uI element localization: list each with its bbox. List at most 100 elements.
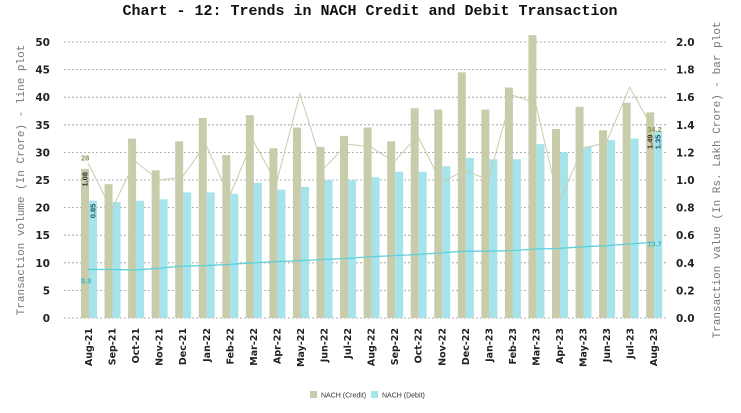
- x-tick-label: Jun-22: [320, 328, 331, 363]
- x-tick-label: May-23: [579, 328, 590, 367]
- y-axis-left-label: Transaction volume (In Crore) - line plo…: [16, 45, 28, 316]
- bar-debit: [183, 192, 192, 318]
- y-right-tick-label: 1.0: [676, 175, 695, 187]
- legend-swatch-debit: [371, 391, 378, 398]
- bar-debit: [89, 200, 97, 318]
- x-tick-label: Oct-21: [131, 328, 142, 363]
- x-tick-label: Apr-23: [555, 328, 566, 364]
- x-tick-label: Nov-22: [437, 328, 448, 366]
- legend: NACH (Credit) NACH (Debit): [310, 391, 425, 400]
- x-tick-label: Mar-22: [249, 328, 260, 366]
- bar-debit: [583, 146, 592, 318]
- x-tick-label: Jul-22: [343, 328, 354, 360]
- bar-credit: [316, 146, 325, 318]
- bar-debit: [371, 177, 380, 318]
- bar-debit: [607, 139, 616, 318]
- bar-debit: [536, 144, 545, 318]
- bar-credit: [269, 148, 278, 318]
- y-right-tick-label: 0.2: [676, 285, 695, 297]
- x-tick-label: Nov-21: [155, 328, 166, 366]
- bar-credit: [81, 168, 89, 318]
- legend-label-debit: NACH (Debit): [382, 393, 425, 400]
- y-right-tick-label: 2.0: [676, 37, 695, 49]
- x-tick-label: Jun-23: [602, 328, 613, 363]
- x-tick-label: Jan-22: [202, 328, 213, 363]
- bar-credit: [504, 87, 513, 318]
- bar-credit: [599, 130, 608, 318]
- bar-debit: [442, 166, 451, 318]
- y-left-tick-label: 10: [35, 258, 50, 270]
- y-right-tick-label: 0.6: [676, 230, 695, 242]
- x-tick-label: Sep-22: [390, 328, 401, 365]
- bar-debit: [418, 171, 427, 318]
- x-tick-label: Apr-22: [272, 328, 283, 364]
- bar-debit: [206, 192, 215, 318]
- credit-bar-label-first: 1.08: [81, 172, 90, 187]
- x-tick-label: Jul-23: [626, 328, 637, 360]
- bar-credit: [222, 155, 231, 318]
- bar-credit: [552, 128, 560, 318]
- credit-bar-label-last: 1.49: [646, 134, 655, 149]
- line-credit-volume: [87, 86, 654, 211]
- bar-debit: [348, 180, 357, 318]
- bar-debit: [512, 159, 521, 318]
- bar-debit: [277, 189, 286, 318]
- bar-debit: [395, 171, 404, 318]
- bar-debit: [136, 200, 145, 318]
- x-tick-label: Aug-23: [649, 328, 660, 366]
- legend-label-credit: NACH (Credit): [321, 393, 366, 400]
- bar-credit: [104, 184, 113, 318]
- x-tick-label: May-22: [296, 328, 307, 367]
- bar-credit: [410, 108, 419, 319]
- debit-bar-label-first: 0.85: [89, 204, 98, 219]
- bar-debit: [489, 159, 498, 318]
- bar-credit: [175, 141, 184, 318]
- y-right-tick-label: 1.4: [676, 120, 695, 132]
- y-left-tick-label: 0: [43, 313, 50, 325]
- bar-debit: [112, 202, 121, 318]
- credit-line-label-last: 34.2: [647, 125, 662, 134]
- y-axis-right-label: Transaction value (In Rs. Lakh Crore) - …: [712, 22, 724, 339]
- x-tick-label: Aug-21: [84, 328, 95, 366]
- bar-debit: [300, 186, 309, 318]
- bar-credit: [128, 138, 137, 318]
- line-debit-volume: [88, 241, 654, 271]
- y-right-tick-label: 1.6: [676, 92, 695, 104]
- debit-bar-label-last: 1.35: [654, 135, 663, 150]
- bar-credit: [245, 115, 254, 318]
- bar-debit: [654, 131, 663, 318]
- bar-credit: [198, 117, 207, 319]
- y-left-tick-label: 5: [43, 285, 50, 297]
- bar-debit: [630, 138, 639, 318]
- bar-credit: [387, 141, 396, 318]
- y-right-tick-label: 1.8: [676, 65, 695, 77]
- bar-credit: [457, 72, 466, 318]
- bar-credit: [434, 109, 443, 319]
- debit-line-label-first: 8.8: [81, 276, 91, 285]
- x-tick-label: Feb-23: [508, 328, 519, 365]
- bar-credit: [363, 127, 372, 318]
- bar-credit: [340, 135, 349, 318]
- x-tick-label: Mar-23: [531, 328, 542, 366]
- legend-swatch-credit: [310, 391, 317, 398]
- y-left-tick-label: 45: [35, 65, 50, 77]
- bar-credit: [292, 127, 301, 318]
- y-right-tick-label: 0.4: [676, 258, 695, 270]
- bar-credit: [151, 170, 160, 318]
- bar-debit: [560, 152, 568, 318]
- y-left-tick-label: 30: [35, 147, 50, 159]
- bar-debit: [465, 157, 474, 318]
- y-left-tick-label: 50: [35, 37, 50, 49]
- bar-credit: [622, 102, 631, 318]
- bar-debit: [230, 193, 239, 318]
- x-tick-label: Sep-21: [108, 328, 119, 365]
- y-left-tick-label: 40: [35, 92, 50, 104]
- bar-debit: [253, 182, 262, 318]
- bar-credit: [575, 106, 584, 318]
- y-left-tick-label: 35: [35, 120, 50, 132]
- bar-credit: [528, 35, 537, 318]
- x-tick-label: Dec-21: [178, 328, 189, 365]
- x-tick-label: Dec-22: [461, 328, 472, 365]
- debit-line-label-last: 13.7: [647, 239, 662, 248]
